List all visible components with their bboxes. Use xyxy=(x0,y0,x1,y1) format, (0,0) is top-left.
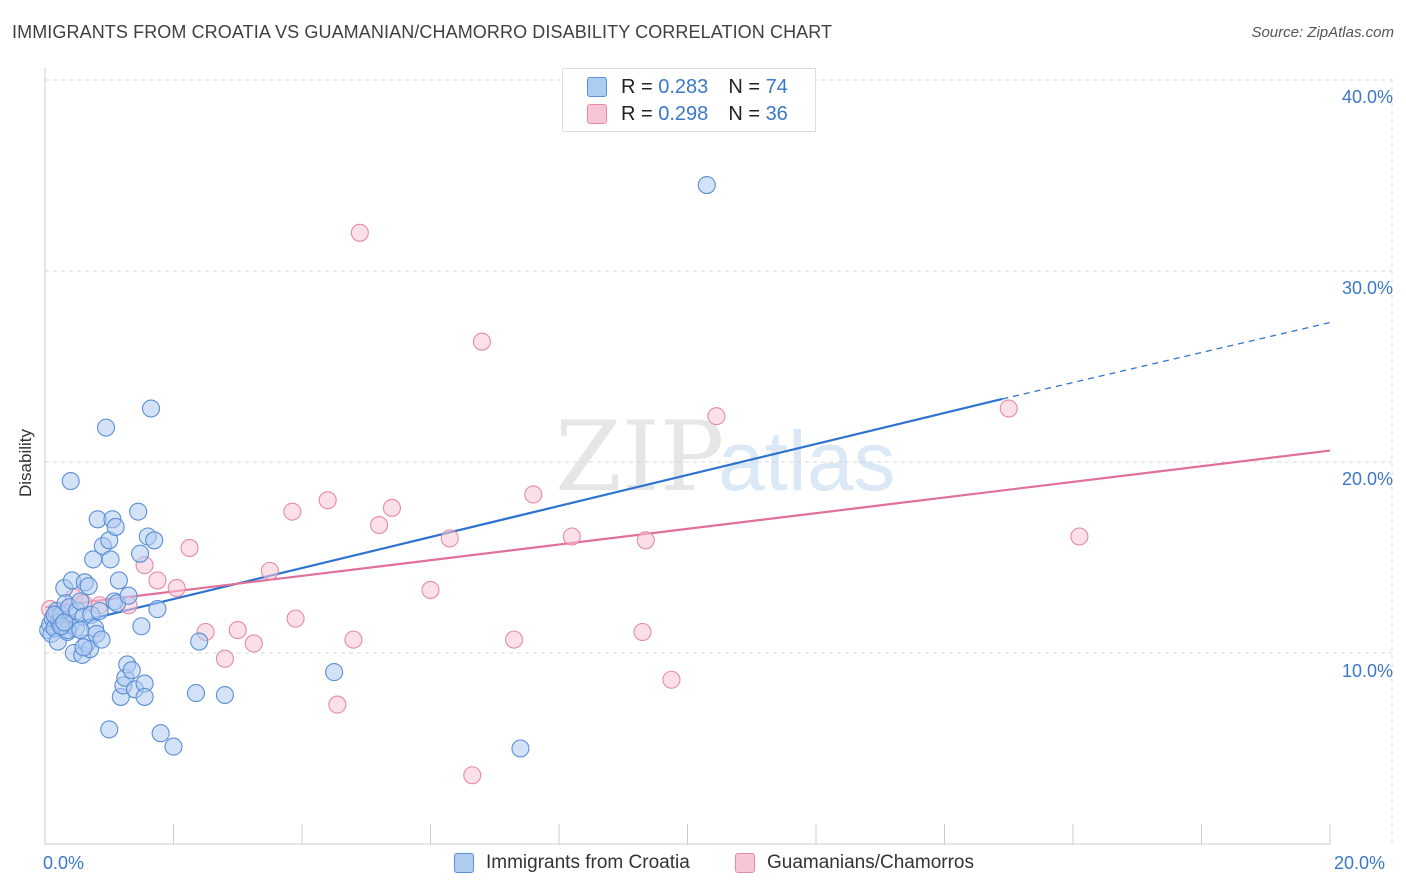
point-guamanian xyxy=(344,630,363,649)
point-guamanian xyxy=(260,561,279,580)
point-guamanian xyxy=(350,223,369,242)
y-axis-title: Disability xyxy=(16,428,35,497)
legend-r-label: R = xyxy=(621,102,653,125)
y-tick-label-30: 30.0% xyxy=(1341,278,1393,298)
legend-r-value: 0.298 xyxy=(658,102,709,125)
trend-lines xyxy=(44,321,1331,632)
point-guamanian xyxy=(228,621,247,640)
bottom-legend-label-guamanian: Guamanians/Chamorros xyxy=(767,852,974,873)
y-tick-label-20: 20.0% xyxy=(1341,469,1393,489)
point-croatia xyxy=(145,531,164,550)
point-croatia xyxy=(141,399,161,418)
point-guamanian xyxy=(707,407,726,426)
point-croatia xyxy=(697,176,716,195)
point-croatia xyxy=(90,601,109,621)
legend-swatch-blue xyxy=(587,77,607,97)
source-credit: Source: ZipAtlas.com xyxy=(1251,24,1394,41)
trend-line-extension-1 xyxy=(1002,321,1331,400)
bottom-legend-label-croatia: Immigrants from Croatia xyxy=(486,852,690,873)
point-guamanian xyxy=(328,695,347,714)
point-guamanian xyxy=(215,649,234,668)
legend-swatch-pink xyxy=(587,104,607,124)
point-croatia xyxy=(151,724,170,743)
point-guamanian xyxy=(370,515,389,535)
point-croatia xyxy=(100,720,119,739)
y-tick-label-40: 40.0% xyxy=(1341,87,1393,107)
legend-n-label: N = xyxy=(728,102,760,125)
point-guamanian xyxy=(562,527,581,546)
point-croatia xyxy=(164,737,183,756)
bottom-legend-croatia: Immigrants from Croatia xyxy=(454,852,690,874)
point-croatia xyxy=(511,739,530,758)
point-croatia xyxy=(109,571,128,590)
point-croatia xyxy=(71,621,90,640)
point-croatia xyxy=(122,661,141,680)
point-croatia xyxy=(119,586,138,605)
grid-lines xyxy=(45,79,1393,844)
point-croatia xyxy=(55,613,74,632)
point-croatia xyxy=(186,684,206,703)
watermark: ZIP atlas xyxy=(555,401,895,513)
legend-r-value: 0.283 xyxy=(658,75,709,98)
legend-row-croatia: R = 0.283 N = 74 xyxy=(587,74,788,100)
point-guamanian xyxy=(999,399,1018,418)
point-guamanian xyxy=(421,580,440,600)
legend-n-value: 36 xyxy=(765,102,788,125)
point-croatia xyxy=(148,600,167,619)
point-guamanian xyxy=(180,538,199,558)
bottom-legend-guamanian: Guamanians/Chamorros xyxy=(735,852,974,874)
point-guamanian xyxy=(472,332,491,351)
point-guamanian xyxy=(1070,527,1089,546)
axes xyxy=(44,68,1331,845)
point-guamanian xyxy=(167,579,186,598)
point-guamanian xyxy=(244,634,263,653)
x-tick-label-min: 0.0% xyxy=(43,853,85,873)
point-guamanian xyxy=(662,670,681,689)
trend-line-2 xyxy=(44,449,1331,609)
point-croatia xyxy=(215,685,234,705)
point-croatia xyxy=(190,632,209,651)
point-guamanian xyxy=(463,766,482,785)
y-tick-label-10: 10.0% xyxy=(1341,661,1393,681)
point-croatia xyxy=(129,502,148,521)
point-guamanian xyxy=(524,485,543,504)
point-guamanian xyxy=(283,502,302,521)
point-guamanian xyxy=(318,491,337,510)
bottom-legend-swatch-blue xyxy=(454,853,474,873)
point-croatia xyxy=(61,472,80,491)
point-croatia xyxy=(96,418,116,437)
point-croatia xyxy=(325,663,344,682)
point-guamanian xyxy=(636,531,655,550)
bottom-legend-swatch-pink xyxy=(735,853,755,873)
data-points xyxy=(39,176,1089,785)
legend-n-value: 74 xyxy=(765,75,788,98)
trend-line-1 xyxy=(44,397,1003,632)
chart-title: IMMIGRANTS FROM CROATIA VS GUAMANIAN/CHA… xyxy=(12,22,833,42)
point-guamanian xyxy=(504,630,524,649)
point-guamanian xyxy=(440,529,459,548)
point-guamanian xyxy=(286,609,305,628)
point-croatia xyxy=(74,638,93,657)
point-croatia xyxy=(106,517,125,536)
point-croatia xyxy=(101,550,120,569)
point-croatia xyxy=(131,544,150,563)
point-guamanian xyxy=(633,622,652,642)
stats-legend: R = 0.283 N = 74 R = 0.298 N = 36 xyxy=(562,68,816,132)
watermark-zip: ZIP xyxy=(555,401,724,513)
point-croatia xyxy=(132,617,151,636)
legend-r-label: R = xyxy=(621,75,653,98)
x-tick-label-max: 20.0% xyxy=(1334,853,1386,873)
point-guamanian xyxy=(382,498,402,517)
point-croatia xyxy=(135,687,154,706)
point-croatia xyxy=(79,577,98,596)
legend-row-guamanian: R = 0.298 N = 36 xyxy=(587,101,788,127)
point-guamanian xyxy=(148,571,167,590)
point-croatia xyxy=(92,630,111,649)
legend-n-label: N = xyxy=(728,75,760,98)
